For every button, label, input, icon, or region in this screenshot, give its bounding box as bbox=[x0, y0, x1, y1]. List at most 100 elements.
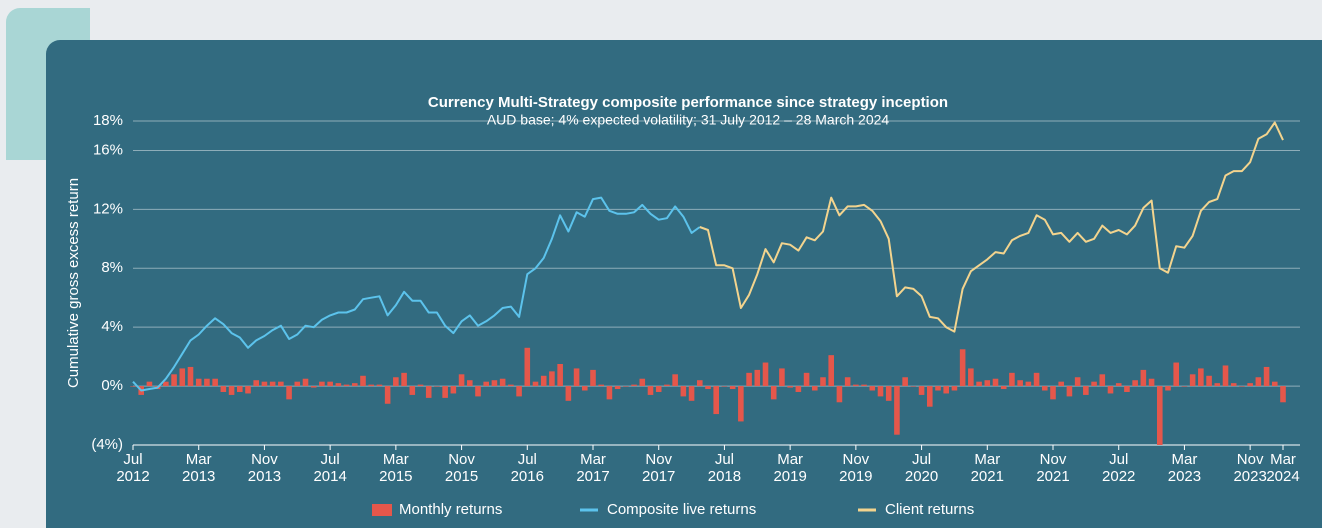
bar bbox=[1000, 386, 1007, 390]
bar bbox=[623, 386, 629, 387]
bar bbox=[171, 374, 177, 387]
bar bbox=[581, 386, 588, 391]
bar bbox=[606, 386, 613, 400]
bar bbox=[253, 380, 260, 387]
x-tick-label-line: Mar bbox=[580, 451, 606, 468]
x-tick-label-line: Mar bbox=[186, 451, 212, 468]
bar bbox=[442, 386, 448, 398]
bar bbox=[499, 378, 506, 387]
x-tick-label-line: 2024 bbox=[1266, 468, 1299, 485]
bar bbox=[688, 386, 695, 401]
x-tick-label: Nov 2015 bbox=[445, 451, 478, 485]
bar bbox=[516, 386, 522, 397]
bar bbox=[951, 386, 958, 391]
x-tick-label-line: Jul bbox=[123, 451, 142, 468]
x-tick-label-line: Jul bbox=[1109, 451, 1128, 468]
bar bbox=[1017, 380, 1023, 387]
x-tick-label-line: 2021 bbox=[971, 468, 1004, 485]
x-tick-label-line: Jul bbox=[518, 451, 537, 468]
bar bbox=[1074, 377, 1081, 387]
bar bbox=[1255, 377, 1262, 387]
bar bbox=[1132, 380, 1138, 387]
bar bbox=[811, 386, 818, 391]
bar bbox=[705, 386, 711, 390]
bar bbox=[787, 386, 793, 388]
bar bbox=[384, 386, 391, 404]
bar bbox=[820, 377, 826, 387]
bar bbox=[861, 384, 867, 387]
bar bbox=[696, 380, 703, 387]
x-tick-label-line: 2023 bbox=[1168, 468, 1201, 485]
bar bbox=[1271, 381, 1278, 387]
bar bbox=[655, 386, 662, 392]
bar bbox=[943, 386, 950, 394]
bar bbox=[557, 364, 563, 387]
bar bbox=[401, 372, 407, 387]
bar bbox=[680, 386, 687, 397]
bar bbox=[836, 386, 843, 403]
bar bbox=[212, 378, 218, 387]
x-tick-label-line: Mar bbox=[383, 451, 409, 468]
x-tick-label: Jul 2012 bbox=[116, 451, 149, 485]
bar bbox=[532, 381, 539, 387]
x-tick-label: Jul 2020 bbox=[905, 451, 938, 485]
line bbox=[699, 121, 1284, 333]
chart-title: Currency Multi-Strategy composite perfor… bbox=[428, 94, 948, 111]
bar bbox=[187, 366, 194, 387]
bar bbox=[1198, 368, 1204, 387]
bar bbox=[1156, 386, 1163, 445]
bar bbox=[302, 378, 309, 387]
bar bbox=[327, 381, 333, 387]
bar bbox=[573, 368, 580, 387]
bar bbox=[1058, 381, 1065, 387]
bar bbox=[450, 386, 457, 394]
bar bbox=[163, 381, 169, 387]
bar bbox=[779, 368, 785, 387]
bar bbox=[376, 384, 383, 387]
bar bbox=[647, 386, 654, 395]
y-tick-label: 4% bbox=[101, 318, 123, 335]
bar bbox=[590, 369, 596, 387]
bar bbox=[672, 374, 678, 387]
bar bbox=[976, 381, 982, 387]
bar bbox=[1025, 381, 1032, 387]
bar bbox=[466, 380, 473, 387]
bar bbox=[1189, 374, 1196, 387]
bar bbox=[885, 386, 892, 401]
x-tick-label-line: 2019 bbox=[773, 468, 806, 485]
bar bbox=[1148, 378, 1155, 387]
bar bbox=[639, 378, 646, 387]
x-tick-label: Nov 2021 bbox=[1036, 451, 1069, 485]
bar bbox=[1009, 372, 1015, 387]
bar bbox=[1083, 386, 1089, 395]
x-tick-label-line: Nov bbox=[1040, 451, 1067, 468]
x-tick-label: Mar 2021 bbox=[971, 451, 1004, 485]
bar bbox=[877, 386, 884, 397]
bar bbox=[762, 362, 769, 387]
bar bbox=[278, 381, 284, 387]
x-tick-label: Nov 2017 bbox=[642, 451, 675, 485]
x-tick-label: Mar 2015 bbox=[379, 451, 412, 485]
x-tick-label-line: 2014 bbox=[313, 468, 346, 485]
x-tick-label-line: Jul bbox=[715, 451, 734, 468]
x-tick-label-line: Mar bbox=[974, 451, 1000, 468]
y-tick-label: (4%) bbox=[91, 436, 123, 453]
legend-label: Composite live returns bbox=[607, 501, 756, 518]
x-tick-label-line: 2019 bbox=[839, 468, 872, 485]
bar bbox=[458, 374, 465, 387]
bar bbox=[795, 386, 802, 392]
y-tick-label: 18% bbox=[93, 112, 123, 129]
bar bbox=[713, 386, 720, 415]
x-tick-label-line: 2012 bbox=[116, 468, 149, 485]
bar bbox=[803, 372, 810, 387]
x-tick-label-line: 2020 bbox=[905, 468, 938, 485]
x-tick-label: Nov 2023 bbox=[1233, 451, 1266, 485]
bar bbox=[738, 386, 744, 422]
bar bbox=[910, 386, 917, 387]
legend-swatch bbox=[372, 504, 392, 516]
bar bbox=[1206, 375, 1212, 387]
x-tick-label-line: Nov bbox=[448, 451, 475, 468]
bar bbox=[220, 386, 227, 392]
x-tick-label: Jul 2014 bbox=[313, 451, 346, 485]
